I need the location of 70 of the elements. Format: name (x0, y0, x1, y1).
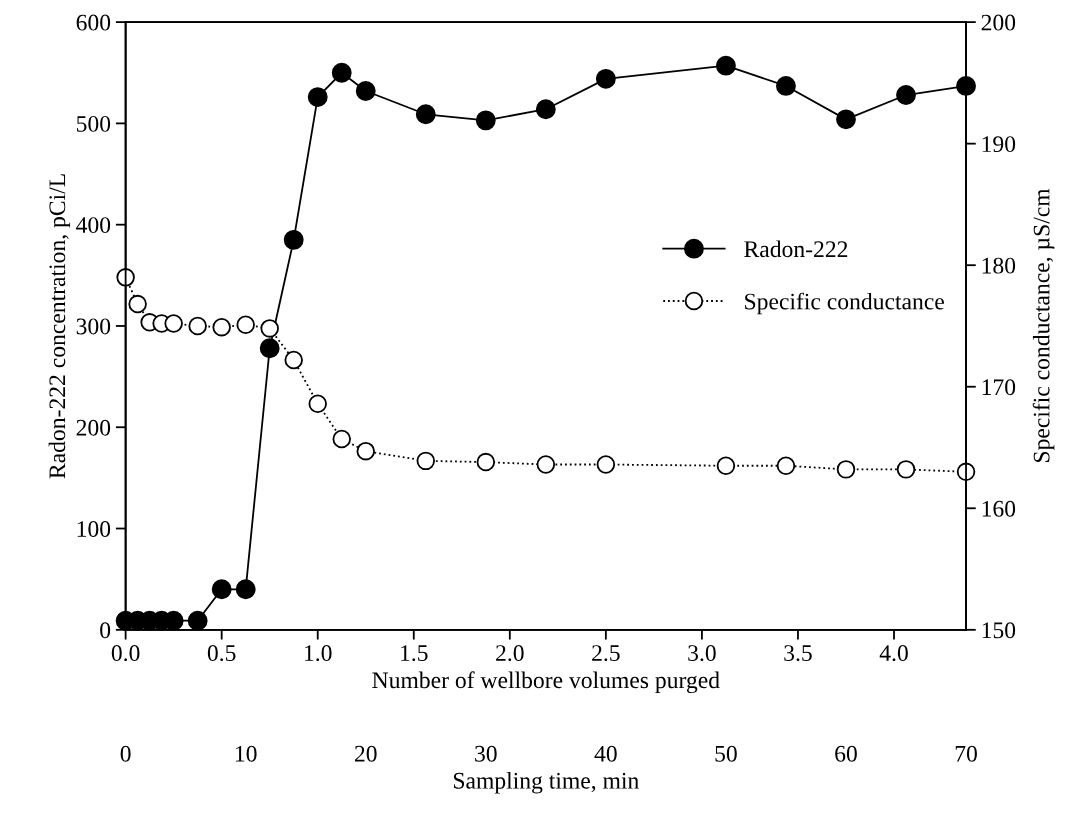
point (535, 99, 556, 120)
y2-tick-label: 190 (982, 136, 1016, 153)
y2-axis-title: Specific conductance, µS/cm (1032, 188, 1055, 462)
y-tick-label: 600 (76, 14, 111, 31)
x2-tick-label: 20 (354, 745, 377, 762)
point (212, 317, 231, 337)
x-tick-label: 1.5 (401, 645, 428, 662)
x-tick-label: 2.0 (496, 645, 524, 662)
x-tick-label: 3.5 (784, 645, 812, 662)
legend-label: Radon-222 (744, 240, 848, 258)
y-tick-label: 0 (100, 622, 111, 639)
x-tick-label: 3.0 (688, 645, 716, 662)
point (331, 62, 352, 83)
x2-axis-title: Sampling time, min (453, 772, 639, 794)
point (211, 579, 232, 600)
point (356, 441, 375, 461)
y2-tick-label: 180 (982, 257, 1016, 274)
y2-tick-label: 160 (982, 500, 1016, 517)
point (355, 81, 376, 101)
y-tick-label: 300 (76, 318, 111, 335)
point (836, 460, 856, 479)
point (415, 104, 436, 125)
y-tick-label: 100 (77, 521, 111, 537)
point (259, 338, 280, 359)
point (475, 110, 496, 131)
point (476, 452, 496, 472)
x2-tick-label: 40 (594, 745, 617, 762)
x2-tick-label: 0 (120, 745, 131, 762)
point (536, 455, 556, 474)
point (596, 455, 616, 474)
point (164, 314, 183, 333)
legend-label: Specific conductance (745, 292, 944, 315)
point (187, 610, 208, 631)
point (776, 456, 796, 475)
y-tick-label: 200 (76, 419, 111, 436)
point (188, 316, 207, 336)
y-tick-label: 400 (76, 217, 111, 234)
point (416, 451, 436, 471)
y2-tick-label: 150 (982, 622, 1016, 639)
point (896, 460, 916, 479)
point (332, 429, 351, 449)
x-tick-label: 1.0 (305, 645, 332, 662)
point (307, 87, 328, 107)
point (896, 85, 916, 105)
y-tick-label: 500 (77, 115, 111, 132)
x-axis-title: Number of wellbore volumes purged (372, 671, 720, 694)
point (283, 229, 304, 250)
x2-tick-label: 70 (955, 745, 977, 762)
x-tick-label: 0.0 (111, 645, 140, 662)
x-tick-label: 0.5 (207, 645, 236, 662)
point (308, 394, 327, 413)
point (284, 350, 303, 370)
x2-tick-label: 10 (235, 745, 257, 762)
point (260, 319, 279, 338)
point (836, 109, 856, 130)
x2-tick-label: 30 (475, 745, 497, 762)
y2-tick-label: 170 (982, 379, 1016, 396)
point (128, 294, 147, 314)
y2-tick-label: 200 (981, 14, 1016, 31)
x2-tick-label: 50 (715, 745, 737, 762)
point (236, 315, 255, 334)
point (235, 579, 256, 600)
x2-tick-label: 60 (835, 745, 857, 762)
x-tick-label: 4.0 (879, 645, 908, 662)
point (595, 68, 616, 89)
x-tick-label: 2.5 (592, 645, 620, 662)
y-axis-title: Radon-222 concentration, pCi/L (48, 174, 71, 479)
point (715, 55, 736, 76)
point (716, 456, 736, 475)
point (776, 75, 796, 96)
